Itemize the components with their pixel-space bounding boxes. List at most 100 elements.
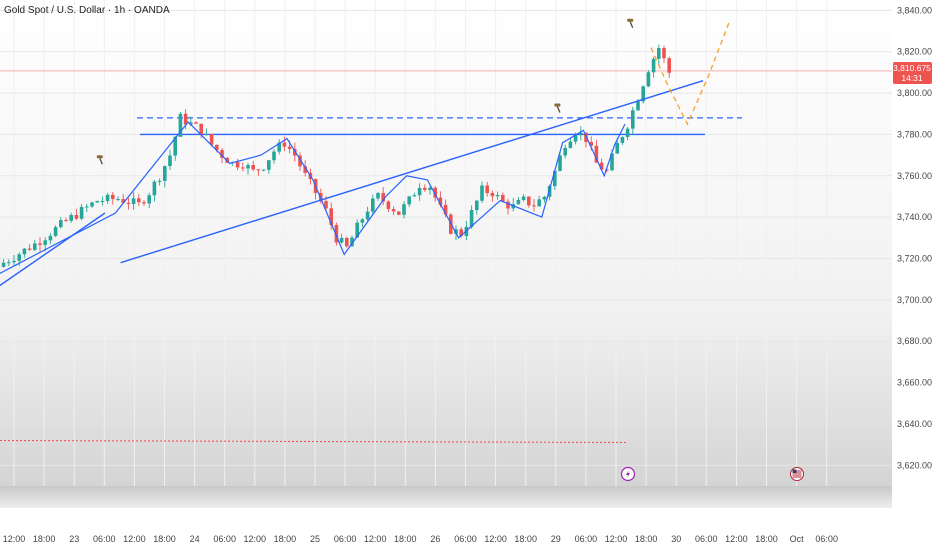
hammer-icon — [627, 18, 634, 28]
candle-body — [12, 260, 16, 263]
candles — [1, 44, 671, 268]
candle-body — [90, 202, 94, 207]
x-tick-label: 06:00 — [454, 534, 477, 544]
candle-body — [402, 204, 406, 215]
candle-body — [568, 141, 573, 148]
candle-body — [27, 248, 32, 250]
candle-body — [329, 208, 333, 225]
candle-body — [131, 198, 136, 205]
candle-body — [163, 166, 167, 181]
candle-body — [293, 148, 297, 156]
price-scale-background[interactable] — [892, 0, 932, 550]
candle-body — [443, 204, 448, 215]
pattern-lines — [0, 22, 730, 287]
y-tick-label: 3,700.000 — [897, 295, 932, 305]
candle-body — [121, 199, 125, 203]
candle-body — [397, 211, 401, 215]
lightning-glyph — [626, 470, 630, 478]
candle-body — [209, 134, 214, 145]
hammer-handle — [99, 157, 103, 165]
x-tick-label: 18:00 — [153, 534, 176, 544]
time-scale-background[interactable] — [0, 508, 892, 550]
candle-body — [625, 128, 630, 138]
y-tick-label: 3,780.000 — [897, 129, 932, 139]
candle-body — [594, 145, 599, 163]
y-tick-label: 3,660.000 — [897, 378, 932, 388]
candle-body — [152, 181, 157, 196]
hammer-head — [554, 103, 561, 107]
candle-body — [391, 209, 396, 212]
candle-body — [95, 201, 99, 203]
candle-body — [641, 86, 645, 102]
candle-body — [267, 160, 271, 170]
candle-body — [53, 227, 58, 236]
candle-body — [423, 187, 427, 190]
candle-body — [506, 201, 510, 209]
candle-body — [459, 229, 463, 237]
x-tick-label: 12:00 — [244, 534, 267, 544]
candle-body — [501, 194, 505, 202]
candle-body — [657, 47, 661, 59]
y-tick-label: 3,720.000 — [897, 254, 932, 264]
candle-body — [199, 123, 203, 135]
candle-body — [599, 162, 604, 170]
x-tick-label: 18:00 — [514, 534, 537, 544]
candle-body — [381, 193, 385, 202]
candle-body — [17, 254, 21, 261]
candle-body — [495, 194, 500, 197]
candle-body — [579, 132, 583, 135]
candle-body — [376, 193, 380, 199]
y-tick-label: 3,820.000 — [897, 47, 932, 57]
hammer-handle — [629, 21, 634, 28]
candle-body — [48, 235, 53, 241]
x-tick-label: 06:00 — [575, 534, 598, 544]
x-tick-label: Oct — [790, 534, 805, 544]
candle-body — [126, 202, 131, 205]
us-flag-event-icon — [790, 467, 804, 481]
candle-body — [74, 215, 79, 219]
x-tick-label: 12:00 — [123, 534, 146, 544]
x-tick-label: 18:00 — [755, 534, 778, 544]
candle-body — [667, 58, 671, 73]
candle-body — [553, 170, 557, 187]
candle-body — [298, 155, 302, 167]
lightning-event-icon — [620, 466, 636, 482]
candle-body — [111, 194, 115, 200]
hammer-handle — [556, 106, 561, 113]
candle-body — [521, 196, 526, 200]
candle-body — [334, 224, 339, 243]
plot-background — [0, 0, 892, 486]
candle-body — [215, 144, 219, 151]
y-tick-label: 3,640.000 — [897, 419, 932, 429]
candle-body — [646, 72, 651, 87]
candle-body — [610, 153, 614, 171]
candle-body — [241, 167, 245, 169]
last-price-box — [893, 62, 932, 84]
candle-body — [433, 187, 437, 198]
candle-body — [324, 201, 328, 209]
candle-body — [59, 220, 63, 228]
candle-body — [1, 262, 6, 267]
hammer-icon — [554, 103, 561, 113]
x-tick-label: 06:00 — [815, 534, 838, 544]
candle-body — [651, 58, 656, 73]
x-tick-label: 06:00 — [93, 534, 116, 544]
candle-body — [142, 202, 146, 204]
hammer-icon — [96, 155, 103, 165]
candle-body — [287, 146, 292, 149]
x-tick-label: 06:00 — [695, 534, 718, 544]
candle-body — [412, 195, 417, 197]
candle-body — [490, 192, 495, 197]
candle-body — [157, 180, 162, 182]
x-tick-label: 29 — [551, 534, 561, 544]
y-tick-label: 3,740.000 — [897, 212, 932, 222]
candle-body — [350, 237, 354, 247]
countdown-value: 14:31 — [901, 73, 923, 83]
candle-body — [137, 198, 141, 203]
candle-body — [605, 169, 609, 171]
candle-body — [33, 243, 37, 250]
candle-body — [43, 240, 47, 245]
candle-body — [282, 142, 287, 147]
